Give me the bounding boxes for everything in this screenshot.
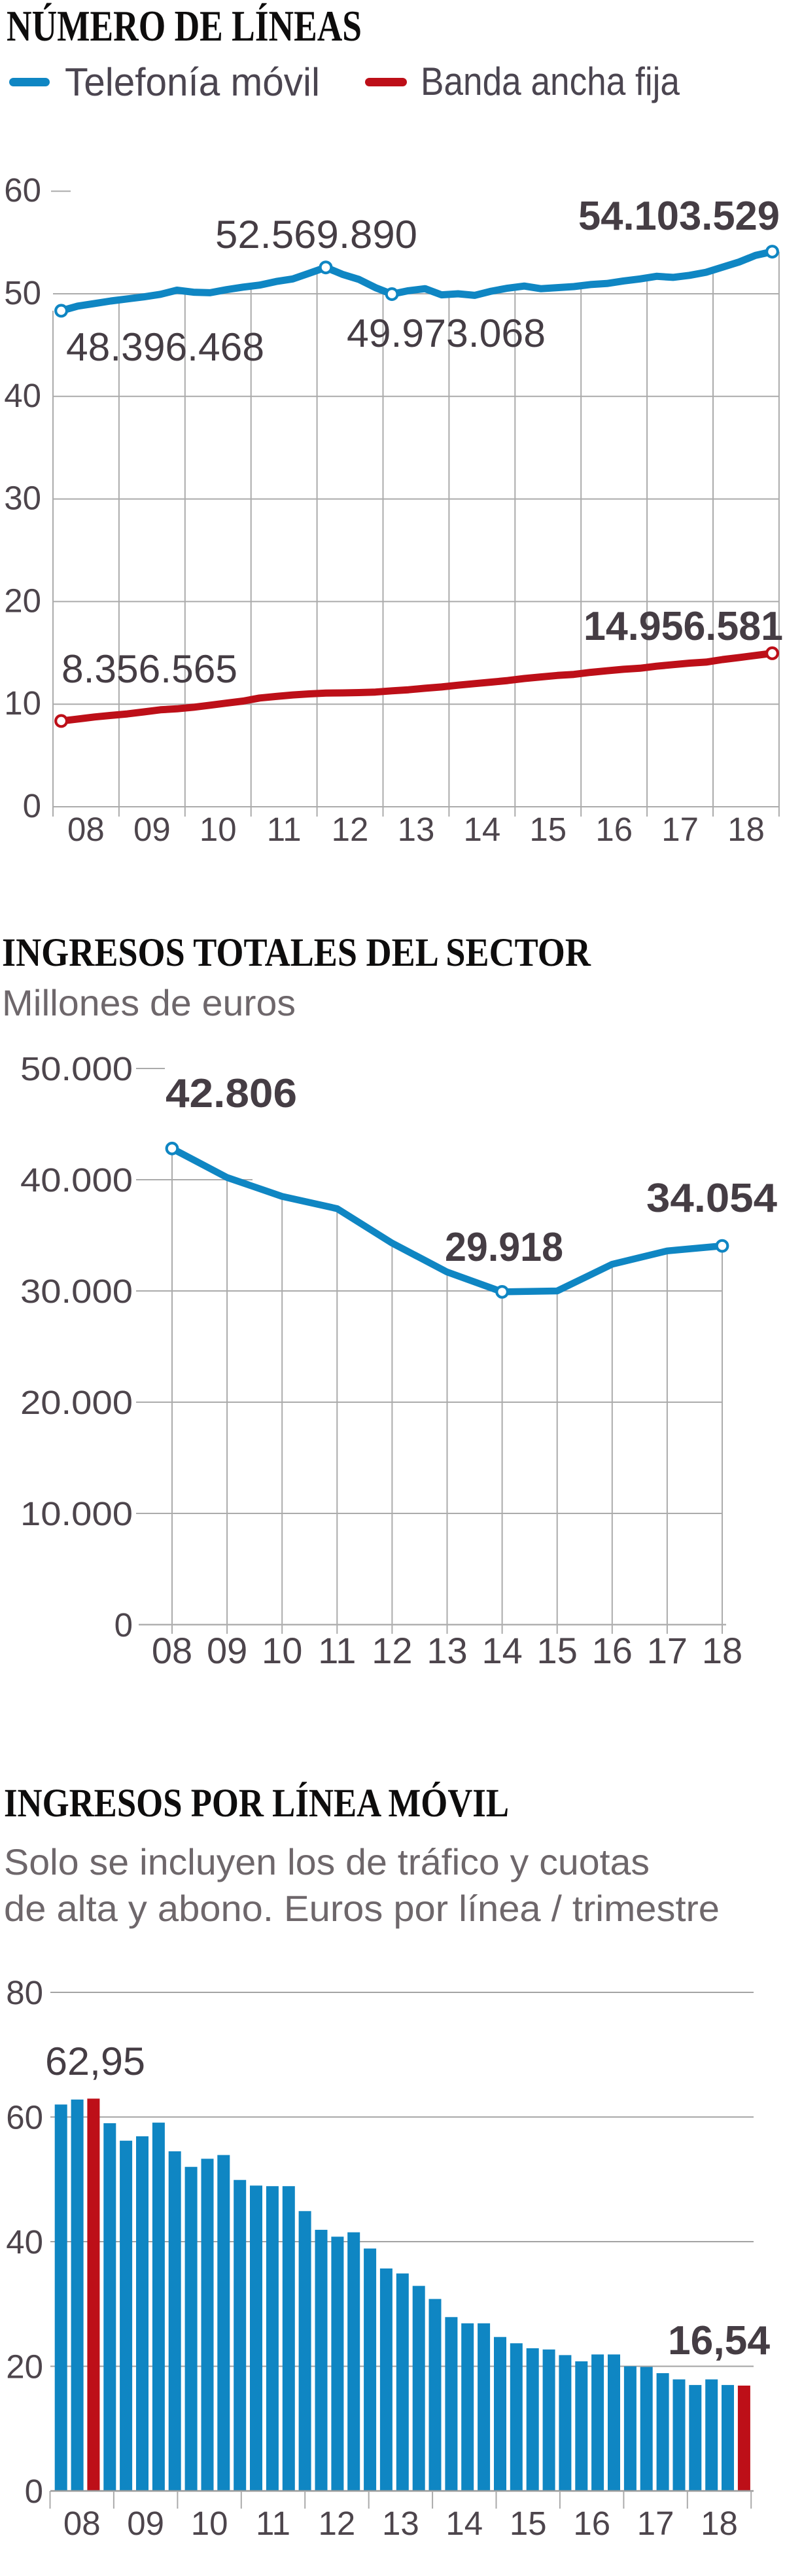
svg-text:Millones de euros: Millones de euros <box>2 982 296 1023</box>
svg-text:09: 09 <box>127 2505 164 2542</box>
svg-text:42.806: 42.806 <box>166 1071 297 1116</box>
svg-text:20.000: 20.000 <box>20 1384 133 1421</box>
svg-text:60: 60 <box>4 171 41 209</box>
svg-text:0: 0 <box>114 1606 133 1644</box>
svg-text:14.956.581: 14.956.581 <box>584 604 783 649</box>
svg-text:08: 08 <box>63 2505 101 2542</box>
svg-text:40.000: 40.000 <box>20 1161 133 1199</box>
svg-text:13: 13 <box>398 811 435 848</box>
svg-text:Banda ancha fija: Banda ancha fija <box>421 60 680 103</box>
svg-text:80: 80 <box>6 1974 43 2011</box>
svg-text:Telefonía móvil: Telefonía móvil <box>65 60 320 104</box>
svg-text:54.103.529: 54.103.529 <box>578 194 780 239</box>
svg-text:INGRESOS TOTALES DEL SECTOR: INGRESOS TOTALES DEL SECTOR <box>2 931 591 975</box>
svg-text:10.000: 10.000 <box>20 1495 133 1532</box>
svg-text:50.000: 50.000 <box>20 1050 133 1087</box>
svg-text:17: 17 <box>661 811 699 848</box>
svg-text:11: 11 <box>318 1630 356 1671</box>
svg-text:40: 40 <box>4 377 41 414</box>
svg-text:10: 10 <box>191 2505 228 2542</box>
svg-text:Solo se incluyen los de tráfic: Solo se incluyen los de tráfico y cuotas <box>4 1841 650 1882</box>
svg-text:18: 18 <box>727 811 765 848</box>
svg-text:11: 11 <box>256 2505 290 2542</box>
svg-text:30: 30 <box>4 480 41 517</box>
svg-text:09: 09 <box>133 811 171 848</box>
svg-text:NÚMERO DE LÍNEAS: NÚMERO DE LÍNEAS <box>7 2 362 50</box>
svg-text:20: 20 <box>4 582 41 619</box>
svg-text:18: 18 <box>701 2505 738 2542</box>
svg-text:08: 08 <box>152 1630 192 1671</box>
svg-text:60: 60 <box>6 2099 43 2136</box>
svg-text:17: 17 <box>647 1630 688 1671</box>
svg-text:0: 0 <box>25 2473 43 2510</box>
svg-text:08: 08 <box>67 811 105 848</box>
svg-text:15: 15 <box>529 811 567 848</box>
svg-text:16: 16 <box>592 1630 633 1671</box>
svg-text:12: 12 <box>332 811 369 848</box>
svg-text:09: 09 <box>207 1630 247 1671</box>
svg-text:40: 40 <box>6 2223 43 2261</box>
svg-text:14: 14 <box>464 811 501 848</box>
svg-text:20: 20 <box>6 2348 43 2386</box>
svg-text:INGRESOS POR LÍNEA MÓVIL: INGRESOS POR LÍNEA MÓVIL <box>4 1782 509 1826</box>
svg-text:18: 18 <box>702 1630 742 1671</box>
svg-text:48.396.468: 48.396.468 <box>66 325 264 369</box>
svg-text:16: 16 <box>595 811 633 848</box>
svg-text:12: 12 <box>372 1630 412 1671</box>
svg-text:16: 16 <box>573 2505 610 2542</box>
svg-text:12: 12 <box>319 2505 356 2542</box>
svg-text:14: 14 <box>481 1630 522 1671</box>
svg-text:15: 15 <box>510 2505 547 2542</box>
svg-text:de alta y abono. Euros por lín: de alta y abono. Euros por línea / trime… <box>4 1888 720 1929</box>
svg-text:11: 11 <box>267 811 302 848</box>
svg-text:14: 14 <box>445 2505 483 2542</box>
svg-text:30.000: 30.000 <box>20 1273 133 1310</box>
svg-text:0: 0 <box>23 787 41 824</box>
svg-text:29.918: 29.918 <box>445 1225 563 1270</box>
svg-text:62,95: 62,95 <box>45 2039 145 2083</box>
svg-text:10: 10 <box>262 1630 302 1671</box>
svg-text:10: 10 <box>4 684 41 722</box>
svg-text:8.356.565: 8.356.565 <box>61 647 237 691</box>
svg-text:13: 13 <box>427 1630 467 1671</box>
svg-text:49.973.068: 49.973.068 <box>347 311 546 355</box>
svg-text:50: 50 <box>4 274 41 311</box>
svg-text:17: 17 <box>637 2505 674 2542</box>
svg-text:13: 13 <box>382 2505 419 2542</box>
svg-text:15: 15 <box>537 1630 578 1671</box>
svg-text:52.569.890: 52.569.890 <box>215 213 417 256</box>
svg-text:34.054: 34.054 <box>646 1176 778 1221</box>
svg-text:16,54: 16,54 <box>668 2318 771 2363</box>
svg-text:10: 10 <box>200 811 237 848</box>
